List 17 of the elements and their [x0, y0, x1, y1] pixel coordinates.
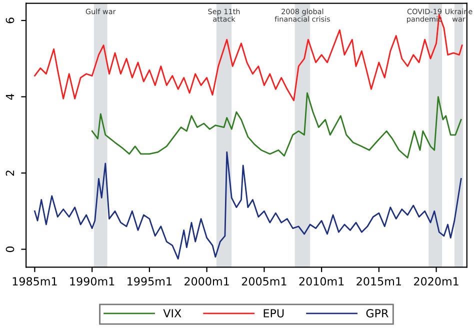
y-tick-label: 2 — [6, 170, 14, 176]
x-tick-label: 2020m1 — [414, 277, 458, 286]
x-tick-label: 2005m1 — [242, 277, 286, 286]
legend-label: EPU — [264, 309, 284, 318]
x-tick-label: 2015m1 — [356, 277, 401, 286]
x-tick-label: 1995m1 — [128, 277, 172, 286]
y-tick-label: 6 — [6, 18, 14, 24]
legend-label: VIX — [163, 309, 182, 318]
legend-label: GPR — [366, 309, 388, 318]
y-tick-label: 0 — [6, 246, 14, 252]
line-series — [91, 92, 462, 158]
x-tick-label: 1985m1 — [12, 277, 57, 286]
x-tick-label: 2010m1 — [299, 277, 344, 286]
x-tick-label: 1990m1 — [70, 277, 114, 286]
line-series — [34, 151, 462, 260]
y-tick-label: 4 — [6, 94, 14, 100]
x-tick-label: 2000m1 — [184, 277, 229, 286]
